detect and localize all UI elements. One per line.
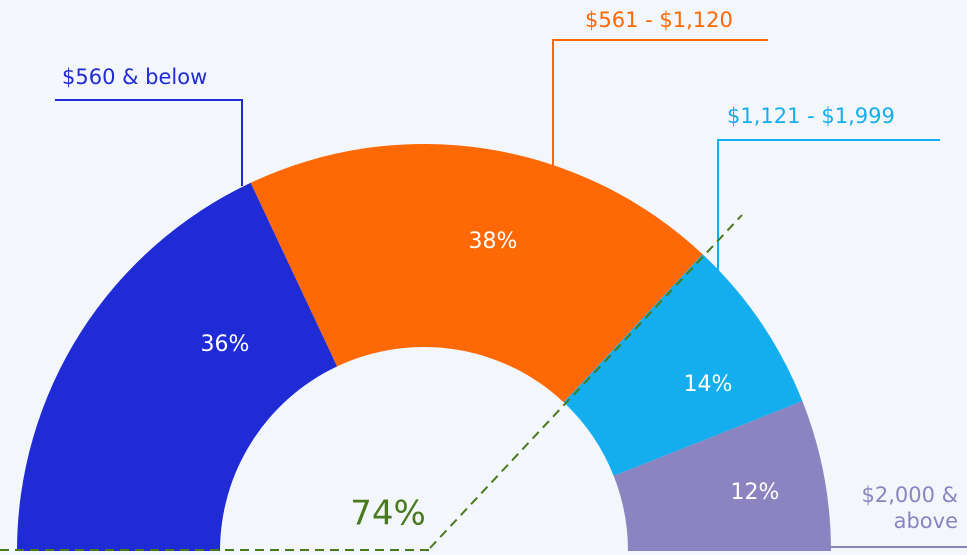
leader-line: [552, 39, 768, 215]
leader-line: [55, 99, 243, 186]
slices: [17, 144, 831, 551]
cumulative-guide: [0, 214, 743, 551]
value-label: 14%: [684, 372, 733, 397]
value-label: 12%: [731, 480, 780, 505]
value-label: 38%: [469, 229, 518, 254]
category-label: $1,121 - $1,999: [727, 104, 895, 128]
slice: [613, 401, 831, 551]
value-label: 36%: [201, 332, 250, 357]
category-label: $561 - $1,120: [585, 8, 733, 32]
slice: [563, 254, 803, 476]
leader-lines: [55, 39, 967, 548]
slice: [250, 144, 703, 403]
annotation: 74%: [350, 494, 426, 534]
category-label: $2,000 & above: [861, 483, 958, 533]
guide-line: [429, 214, 743, 549]
category-label: $560 & below: [62, 65, 208, 89]
slice: [17, 182, 338, 551]
